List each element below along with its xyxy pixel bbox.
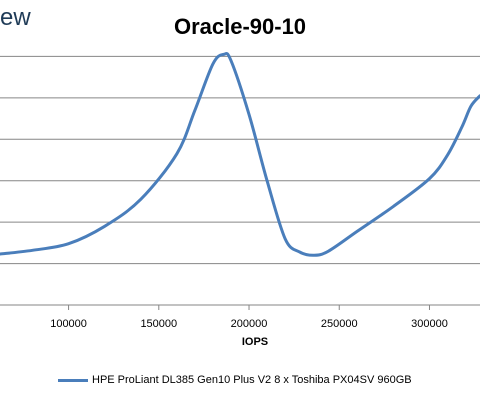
- series-point: [312, 254, 315, 257]
- x-tick-labels: 100000 150000 200000 250000 300000: [50, 318, 448, 330]
- series-point: [469, 105, 472, 108]
- series-point: [298, 250, 301, 253]
- series-point: [211, 62, 214, 65]
- series-point: [327, 250, 330, 253]
- x-tick-label: 200000: [231, 318, 268, 330]
- legend-series-label: HPE ProLiant DL385 Gen10 Plus V2 8 x Tos…: [92, 374, 412, 386]
- x-tick-label: 300000: [411, 318, 448, 330]
- watermark-logo-text: ew: [0, 4, 31, 31]
- series-point: [356, 230, 359, 233]
- series-point: [31, 249, 34, 252]
- series-point: [460, 125, 463, 128]
- series-point: [139, 198, 142, 201]
- series-point: [428, 177, 431, 180]
- legend: HPE ProLiant DL385 Gen10 Plus V2 8 x Tos…: [58, 370, 412, 390]
- series-point: [266, 179, 269, 182]
- series-point: [175, 152, 178, 155]
- series-layer: [0, 51, 480, 257]
- series-point: [193, 109, 196, 112]
- series-point: [67, 242, 70, 245]
- series-line-1: [0, 51, 480, 257]
- x-axis-label: IOPS: [241, 336, 269, 348]
- series-point: [248, 113, 251, 116]
- chart-title: Oracle-90-10: [173, 14, 307, 39]
- x-tick-label: 250000: [321, 318, 358, 330]
- x-tick-label: 100000: [50, 318, 87, 330]
- series-point: [103, 225, 106, 228]
- series-point: [392, 205, 395, 208]
- x-axis: [0, 304, 480, 310]
- series-point: [229, 59, 232, 62]
- series-point: [284, 237, 287, 240]
- gridlines: [0, 55, 480, 265]
- x-tick-label: 150000: [140, 318, 177, 330]
- series-point: [446, 154, 449, 157]
- series-point: [222, 53, 225, 56]
- legend-swatch: [58, 378, 88, 382]
